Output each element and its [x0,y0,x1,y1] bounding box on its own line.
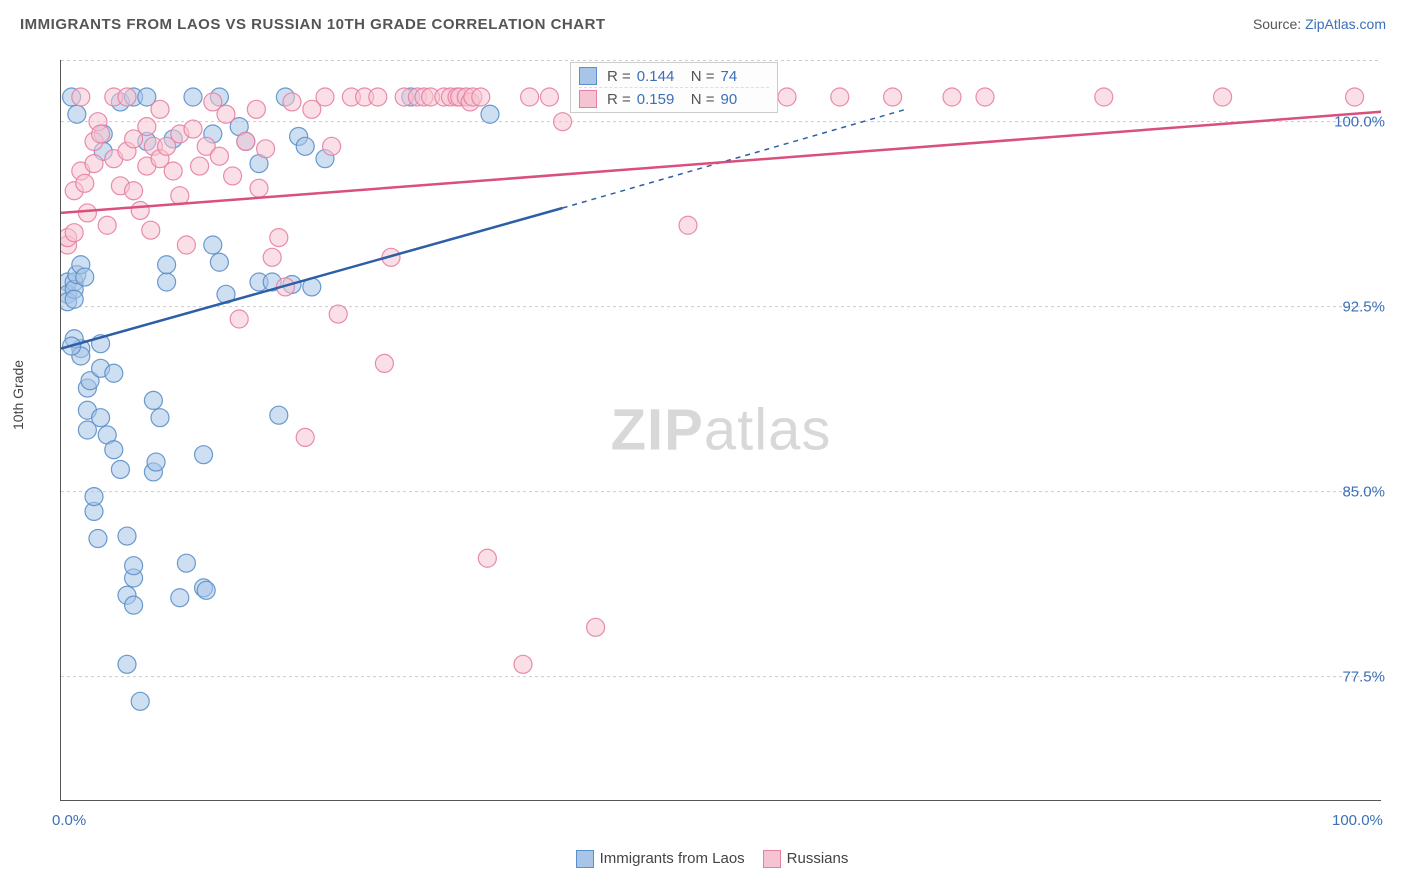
legend-row: R = 0.144 N = 74 [579,65,769,88]
n-value: 90 [721,91,769,108]
correlation-legend: R = 0.144 N = 74 R = 0.159 N = 90 [570,62,778,113]
series-legend: Immigrants from Laos Russians [0,850,1406,868]
legend-label: Immigrants from Laos [600,850,745,867]
n-label: N = [691,91,715,108]
r-label: R = [607,68,631,85]
source-link[interactable]: ZipAtlas.com [1305,16,1386,32]
y-tick-label: 100.0% [1334,113,1385,130]
y-tick-label: 92.5% [1342,298,1385,315]
legend-swatch [579,90,597,108]
y-tick-label: 77.5% [1342,668,1385,685]
chart-container: IMMIGRANTS FROM LAOS VS RUSSIAN 10TH GRA… [0,0,1406,892]
n-label: N = [691,68,715,85]
y-tick-label: 85.0% [1342,483,1385,500]
legend-swatch [576,850,594,868]
source-label: Source: ZipAtlas.com [1253,16,1386,32]
r-label: R = [607,91,631,108]
chart-title: IMMIGRANTS FROM LAOS VS RUSSIAN 10TH GRA… [20,16,606,33]
r-value: 0.159 [637,91,685,108]
legend-swatch [579,67,597,85]
legend-swatch [763,850,781,868]
legend-row: R = 0.159 N = 90 [579,88,769,110]
source-prefix: Source: [1253,16,1301,32]
n-value: 74 [721,68,769,85]
x-tick-label: 100.0% [1332,812,1383,829]
plot-area: ZIPatlas 77.5%85.0%92.5%100.0% [60,60,1381,801]
plot-svg [61,60,1381,800]
legend-label: Russians [787,850,849,867]
x-tick-label: 0.0% [52,812,86,829]
title-bar: IMMIGRANTS FROM LAOS VS RUSSIAN 10TH GRA… [20,10,1386,38]
r-value: 0.144 [637,68,685,85]
y-axis-label: 10th Grade [10,360,26,430]
x-axis-labels: 0.0%100.0% [60,812,1380,836]
